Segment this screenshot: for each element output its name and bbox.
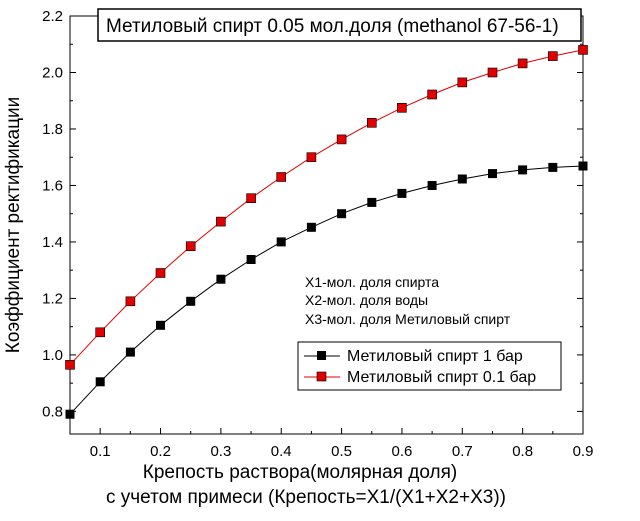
data-point-series-0 <box>306 222 316 232</box>
legend-label-1bar: Метиловый спирт 1 бар <box>347 348 523 365</box>
data-point-series-1 <box>457 77 468 88</box>
x-tick-label: 0.8 <box>512 443 533 460</box>
data-point-series-0 <box>488 169 497 179</box>
data-point-series-0 <box>276 237 286 247</box>
x-tick-label: 0.4 <box>271 443 292 460</box>
y-tick-label: 1.6 <box>42 177 63 194</box>
note-x1: X1-мол. доля спирта <box>305 274 439 290</box>
x-tick-label: 0.5 <box>331 443 352 460</box>
data-point-series-0 <box>337 209 347 219</box>
data-point-series-0 <box>246 255 256 264</box>
axis-ticks: 0.1 0.2 0.3 0.4 0.5 0.6 0.7 0.8 0.9 0.8 1.0 1.2 1.4 1… <box>42 8 593 460</box>
y-tick-label: 1.4 <box>42 234 63 251</box>
legend-marker-01bar <box>316 371 327 382</box>
data-point-series-0 <box>548 162 558 172</box>
data-point-series-1 <box>246 193 256 203</box>
data-point-series-1 <box>427 89 437 100</box>
note-x3: X3-мол. доля Метиловый спирт <box>305 311 511 327</box>
y-tick-label: 2.2 <box>42 8 63 25</box>
y-tick-label: 2.0 <box>42 64 63 81</box>
y-tick-label: 1.8 <box>42 121 63 138</box>
legend-box <box>297 341 562 391</box>
data-point-series-0 <box>186 296 196 306</box>
data-point-series-0 <box>457 174 467 184</box>
y-tick-label: 0.8 <box>42 403 63 420</box>
legend-item-01bar: Метиловый спирт 0.1 бар <box>304 369 536 386</box>
data-point-series-0 <box>65 409 75 419</box>
data-point-series-1 <box>306 152 317 162</box>
legend-label-01bar: Метиловый спирт 0.1 бар <box>347 369 536 386</box>
x-tick-label: 0.7 <box>452 443 473 460</box>
chart-title: Метиловый спирт 0.05 мол.доля (methanol … <box>106 16 559 37</box>
data-point-series-0 <box>156 320 165 330</box>
y-tick-label: 1.2 <box>42 290 63 307</box>
legend-marker-1bar <box>317 351 326 360</box>
x-tick-label: 0.1 <box>90 443 111 460</box>
legend-item-1bar: Метиловый спирт 1 бар <box>304 348 523 365</box>
data-point-series-1 <box>366 118 377 128</box>
data-point-series-1 <box>547 51 558 61</box>
x-axis-title-line1: Крепость раствора(молярная доля) <box>143 462 457 483</box>
data-point-series-1 <box>397 103 407 113</box>
data-point-series-0 <box>216 274 226 284</box>
data-point-series-1 <box>276 172 287 182</box>
data-point-series-0 <box>397 188 407 198</box>
data-point-series-1 <box>65 359 75 370</box>
data-point-series-0 <box>95 377 105 387</box>
series-line-0 <box>69 165 584 415</box>
data-point-series-0 <box>427 181 437 190</box>
data-point-series-0 <box>578 161 588 171</box>
series-line-1 <box>69 49 584 366</box>
data-point-series-1 <box>185 241 196 251</box>
data-point-series-1 <box>125 296 136 307</box>
data-point-series-1 <box>216 216 226 227</box>
data-point-series-1 <box>487 67 498 78</box>
x-tick-label: 0.2 <box>150 443 171 460</box>
data-point-series-0 <box>367 197 377 207</box>
x-tick-label: 0.3 <box>210 443 231 460</box>
note-x2: X2-мол. доля воды <box>305 292 428 308</box>
y-axis-title: Коэффициент ректификации <box>3 97 24 353</box>
data-point-series-1 <box>517 58 528 69</box>
y-tick-label: 1.0 <box>42 347 63 364</box>
x-axis-title-line2: с учетом примеси (Крепость=X1/(X1+X2+X3)… <box>106 487 506 508</box>
series-layer <box>65 45 588 419</box>
data-point-series-0 <box>125 347 135 357</box>
data-point-series-1 <box>155 268 166 278</box>
data-point-series-1 <box>336 134 347 145</box>
x-tick-label: 0.9 <box>573 443 594 460</box>
data-point-series-0 <box>518 165 528 175</box>
x-tick-label: 0.6 <box>392 443 413 460</box>
title-box <box>97 8 582 42</box>
data-point-series-1 <box>95 327 105 338</box>
data-point-series-1 <box>578 45 588 55</box>
